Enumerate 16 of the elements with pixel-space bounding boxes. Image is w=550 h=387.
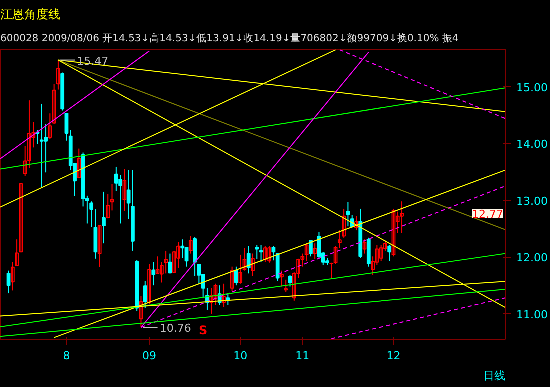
y-tick-label: 15.00: [516, 81, 548, 94]
x-tick-label: 09: [142, 350, 157, 362]
x-tick-label: 10: [234, 350, 248, 362]
annotation: 10.76: [160, 322, 192, 336]
annotation: 12.77: [472, 208, 504, 222]
y-tick-label: 11.00: [516, 308, 548, 322]
x-tick-label: 11: [296, 350, 310, 362]
y-tick-label: 13.00: [516, 194, 548, 208]
y-tick-label: 12.00: [516, 252, 548, 265]
annotation: S: [199, 324, 208, 338]
x-tick-label: 8: [63, 350, 70, 362]
chart-title: 江恩角度线: [0, 8, 60, 22]
x-tick-label: 12: [386, 350, 401, 362]
chart-subtitle: 600028 2009/08/06 开14.53↓高14.53↓低13.91↓收14.19↓量706802↓额99709↓换0.10% 振4: [0, 32, 459, 44]
y-tick-label: 14.00: [516, 138, 548, 152]
text: 日线: [484, 370, 506, 382]
